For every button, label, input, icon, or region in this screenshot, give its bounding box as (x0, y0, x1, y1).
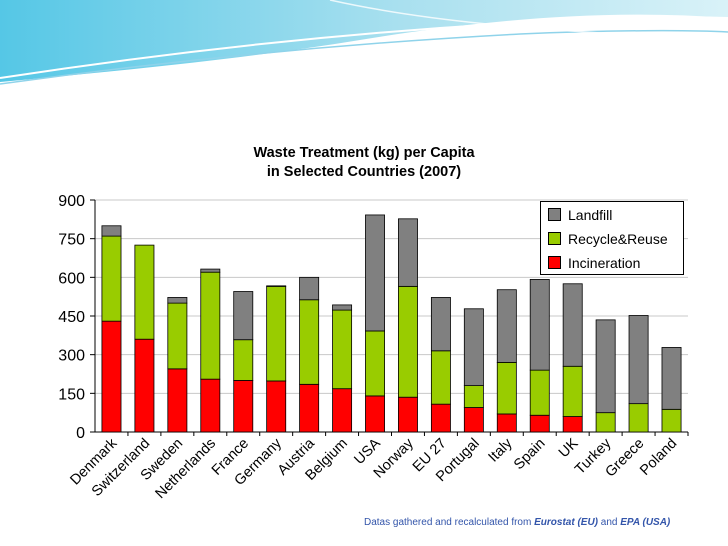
bar-incineration-denmark (101, 320, 122, 433)
bar-recyclereuse-austria (299, 299, 320, 385)
y-tick-label: 750 (58, 232, 85, 249)
bar-incineration-switzerland (134, 338, 155, 433)
bar-recyclereuse-uk (562, 365, 583, 417)
bar-landfill-france (233, 291, 254, 341)
y-tick-label: 600 (58, 270, 85, 287)
bar-recyclereuse-belgium (332, 309, 353, 390)
bar-landfill-sweden (167, 297, 188, 304)
bar-incineration-portugal (463, 407, 484, 433)
bar-landfill-turkey (595, 319, 616, 414)
bar-landfill-portugal (463, 308, 484, 387)
y-tick-label: 150 (58, 386, 85, 403)
bar-recyclereuse-netherlands (200, 271, 221, 380)
x-tick-label: UK (556, 435, 582, 461)
bar-incineration-netherlands (200, 378, 221, 433)
bar-recyclereuse-turkey (595, 412, 616, 433)
bar-landfill-eu-27 (430, 297, 451, 352)
bar-recyclereuse-poland (661, 408, 682, 433)
y-tick-label: 450 (58, 309, 85, 326)
y-tick-label: 900 (58, 193, 85, 210)
legend-swatch-landfill (548, 208, 561, 221)
legend-swatch-incineration (548, 256, 561, 269)
bar-recyclereuse-spain (529, 369, 550, 416)
bar-landfill-austria (299, 276, 320, 301)
bar-incineration-spain (529, 414, 550, 433)
y-tick-label: 300 (58, 348, 85, 365)
x-tick-label: Spain (511, 436, 549, 474)
bar-landfill-denmark (101, 225, 122, 237)
bar-recyclereuse-italy (496, 361, 517, 415)
bar-landfill-netherlands (200, 268, 221, 273)
bar-recyclereuse-usa (365, 330, 385, 397)
bar-incineration-eu-27 (430, 403, 451, 433)
chart-title-line-1: Waste Treatment (kg) per Capita (253, 145, 475, 161)
source-note-mid: and (598, 517, 621, 528)
bar-recyclereuse-norway (398, 285, 418, 398)
bar-landfill-usa (365, 214, 385, 332)
legend-item-recycle: Recycle&Reuse (548, 231, 668, 247)
bar-landfill-germany (266, 285, 287, 287)
bar-landfill-greece (628, 315, 649, 405)
bar-recyclereuse-germany (266, 285, 287, 382)
bar-landfill-uk (562, 283, 583, 367)
bar-recyclereuse-switzerland (134, 244, 155, 340)
chart-legend: Landfill Recycle&Reuse Incineration (540, 201, 684, 275)
bar-incineration-norway (398, 396, 418, 433)
bar-recyclereuse-eu-27 (430, 350, 451, 405)
bar-landfill-italy (496, 289, 517, 363)
bar-recyclereuse-denmark (101, 235, 122, 322)
source-note-epa: EPA (USA) (620, 517, 671, 528)
source-note: Datas gathered and recalculated from Eur… (364, 517, 670, 528)
bar-landfill-spain (529, 278, 550, 371)
bar-incineration-usa (365, 395, 385, 433)
bar-landfill-belgium (332, 304, 353, 311)
bar-recyclereuse-sweden (167, 302, 188, 370)
source-note-prefix: Datas gathered and recalculated from (364, 517, 535, 528)
y-tick-label: 0 (76, 425, 85, 442)
bar-landfill-poland (661, 347, 682, 410)
slide-header-wave (0, 0, 728, 85)
bar-incineration-austria (299, 383, 320, 433)
bar-recyclereuse-france (233, 339, 254, 381)
source-note-eurostat: Eurostat (EU) (534, 517, 599, 528)
bar-incineration-germany (266, 380, 287, 433)
legend-swatch-recycle (548, 232, 561, 245)
bar-incineration-france (233, 380, 254, 433)
legend-label-landfill: Landfill (568, 207, 613, 223)
bar-incineration-belgium (332, 388, 353, 433)
chart-title-line-2: in Selected Countries (2007) (266, 164, 462, 180)
x-tick-label: Poland (637, 436, 680, 479)
bar-incineration-uk (562, 416, 583, 433)
legend-label-recycle: Recycle&Reuse (568, 231, 668, 247)
bar-incineration-sweden (167, 368, 188, 433)
bar-incineration-italy (496, 413, 517, 433)
bar-recyclereuse-greece (628, 403, 649, 433)
legend-item-landfill: Landfill (548, 207, 612, 223)
bar-landfill-norway (398, 218, 418, 287)
legend-item-incineration: Incineration (548, 255, 640, 271)
bar-recyclereuse-portugal (463, 385, 484, 408)
legend-label-incineration: Incineration (568, 255, 641, 271)
